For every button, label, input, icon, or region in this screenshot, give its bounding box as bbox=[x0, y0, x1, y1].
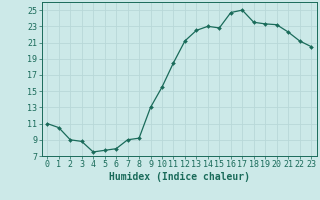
X-axis label: Humidex (Indice chaleur): Humidex (Indice chaleur) bbox=[109, 172, 250, 182]
